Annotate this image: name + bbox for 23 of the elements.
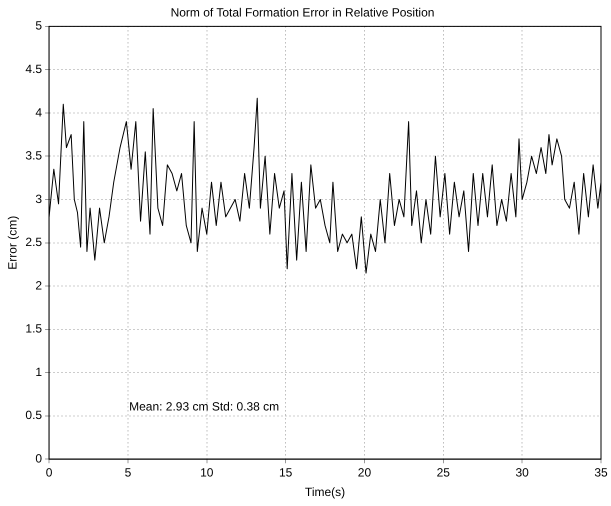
x-tick-label: 30 xyxy=(515,466,530,480)
y-tick-label: 1 xyxy=(35,364,42,379)
x-axis-title: Time(s) xyxy=(304,485,346,500)
y-tick-label: 5 xyxy=(35,18,42,33)
y-tick-label: 0 xyxy=(35,452,42,466)
y-tick-label: 3 xyxy=(35,192,42,206)
y-tick-label: 2 xyxy=(35,278,42,292)
x-tick-label: 35 xyxy=(594,466,608,480)
y-tick-label: 0.5 xyxy=(25,408,42,422)
x-tick-label: 25 xyxy=(436,466,450,480)
y-tick-label: 1.5 xyxy=(25,322,42,336)
y-tick-label: 4.5 xyxy=(25,62,42,76)
chart-title: Norm of Total Formation Error in Relative Position xyxy=(170,6,434,20)
x-tick-label: 0 xyxy=(46,466,53,480)
y-tick-label: 2.5 xyxy=(25,235,42,250)
x-tick-label: 20 xyxy=(358,466,372,480)
y-axis-title: Error (cm) xyxy=(6,216,20,270)
annotation: Mean: 2.93 cm Std: 0.38 cm xyxy=(129,400,280,414)
y-tick-label: 3.5 xyxy=(25,148,42,163)
x-tick-label: 5 xyxy=(124,466,132,480)
x-tick-label: 10 xyxy=(200,466,214,480)
y-tick-label: 4 xyxy=(35,105,42,120)
x-tick-label: 15 xyxy=(278,466,293,480)
